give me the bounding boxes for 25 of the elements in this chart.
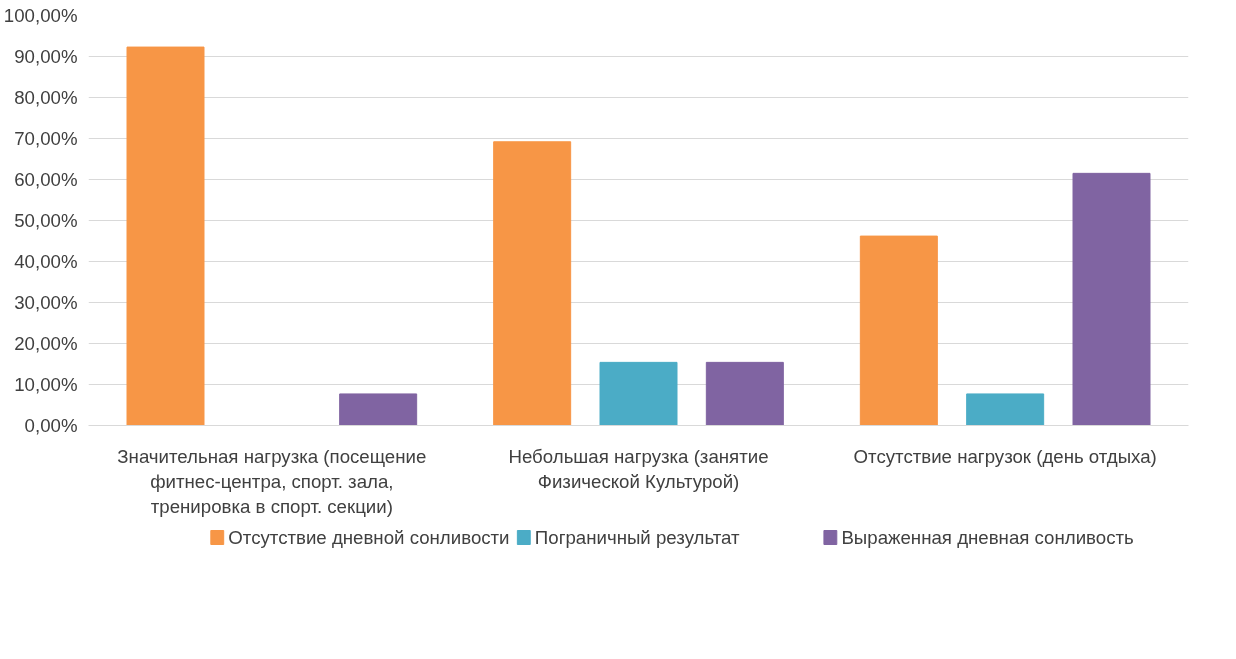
x-tick-label: Небольшая нагрузка (занятие Физической Культурой)	[508, 445, 769, 492]
y-tick-label: 100,00%	[3, 5, 78, 26]
y-tick-label: 10,00%	[14, 374, 78, 395]
bar	[599, 361, 678, 426]
bar	[1072, 172, 1151, 426]
y-tick-label: 60,00%	[14, 169, 78, 190]
y-tick-label: 30,00%	[14, 292, 78, 313]
x-tick-label: Отсутствие нагрузок (день отдыха)	[853, 445, 1157, 467]
legend-label: Выраженная дневная сонливость	[841, 527, 1134, 548]
x-tick-label: Значительная нагрузка (посещение фитнес-центра, спорт. зала, тренировка в спорт. секции)	[117, 445, 427, 517]
y-tick-label: 50,00%	[14, 210, 78, 231]
bar	[966, 393, 1045, 426]
legend-label: Пограничный результат	[534, 527, 740, 548]
bar	[493, 141, 572, 426]
bar	[705, 361, 784, 426]
y-tick-label: 90,00%	[14, 46, 78, 67]
y-tick-label: 0,00%	[24, 415, 78, 436]
y-tick-label: 70,00%	[14, 128, 78, 149]
legend-label: Отсутствие дневной сонливости	[228, 527, 510, 548]
y-tick-label: 20,00%	[14, 333, 78, 354]
bar	[339, 393, 418, 426]
y-tick-label: 40,00%	[14, 251, 78, 272]
bar	[859, 235, 938, 426]
bar	[126, 46, 205, 426]
y-tick-label: 80,00%	[14, 87, 78, 108]
